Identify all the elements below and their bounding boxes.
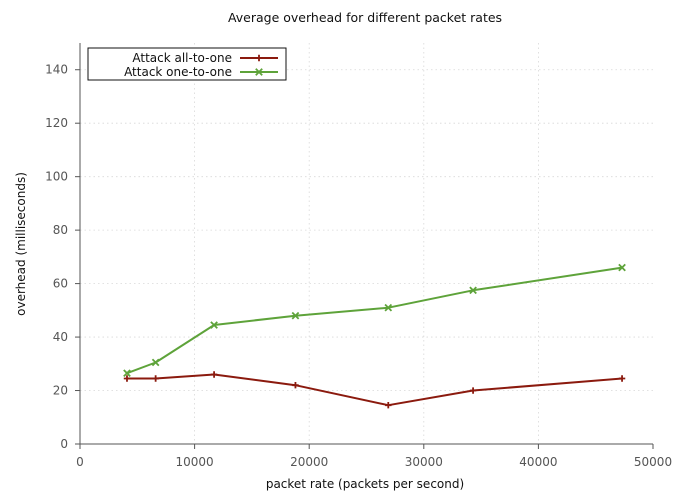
legend-box	[87, 47, 287, 81]
legend-marker-shape	[255, 68, 263, 76]
x-tick-label: 40000	[519, 455, 557, 469]
y-tick-label: 100	[45, 170, 68, 184]
data-point	[385, 402, 392, 409]
series-layer	[123, 263, 626, 409]
x-tick-label: 50000	[634, 455, 672, 469]
data-point-shape	[292, 381, 299, 389]
y-tick-label: 0	[60, 437, 68, 451]
data-point	[618, 375, 626, 382]
data-point-shape	[210, 371, 218, 378]
data-point	[618, 263, 626, 272]
data-point-shape	[618, 263, 626, 272]
data-point-shape	[210, 321, 218, 329]
legend-label: Attack all-to-one	[132, 51, 232, 65]
data-point	[151, 358, 160, 367]
y-tick-label: 20	[53, 384, 68, 398]
data-point-shape	[469, 286, 477, 295]
data-point-shape	[123, 369, 131, 377]
y-axis-label: overhead (milliseconds)	[14, 172, 28, 316]
axes: 0 10000 20000 30000 40000 50000 0 20 40 60 80 100 12…	[45, 43, 672, 469]
data-point-shape	[385, 402, 392, 409]
data-point-shape	[618, 375, 626, 382]
data-point-shape	[469, 387, 477, 394]
data-point-shape	[152, 375, 159, 382]
data-point-shape	[384, 303, 393, 312]
legend-label: Attack one-to-one	[124, 65, 232, 79]
x-tick-label: 20000	[290, 455, 328, 469]
data-point-shape	[151, 358, 160, 367]
data-point	[152, 375, 159, 382]
y-tick-label: 140	[45, 63, 68, 77]
x-tick-label: 30000	[405, 455, 443, 469]
x-tick-label: 0	[76, 455, 84, 469]
y-tick-label: 60	[53, 277, 68, 291]
data-point	[210, 371, 218, 378]
data-point-shape	[123, 375, 131, 382]
data-point	[123, 369, 131, 377]
data-point	[469, 387, 477, 394]
y-tick-label: 80	[53, 223, 68, 237]
data-point-shape	[291, 311, 300, 320]
data-point	[123, 375, 131, 382]
legend-marker-shape	[255, 54, 263, 62]
x-tick-label: 10000	[176, 455, 214, 469]
data-point	[291, 311, 300, 320]
y-tick-label: 40	[53, 330, 68, 344]
y-tick-label: 120	[45, 116, 68, 130]
chart-title: Average overhead for different packet ra…	[228, 10, 502, 25]
data-point	[469, 286, 477, 295]
data-point	[292, 381, 299, 389]
series-line-0	[127, 373, 623, 407]
data-point	[384, 303, 393, 312]
data-point	[210, 321, 218, 329]
legend-marker	[255, 54, 263, 62]
x-axis-label: packet rate (packets per second)	[266, 477, 464, 491]
legend-marker	[255, 68, 263, 76]
series-line-1	[126, 266, 623, 375]
